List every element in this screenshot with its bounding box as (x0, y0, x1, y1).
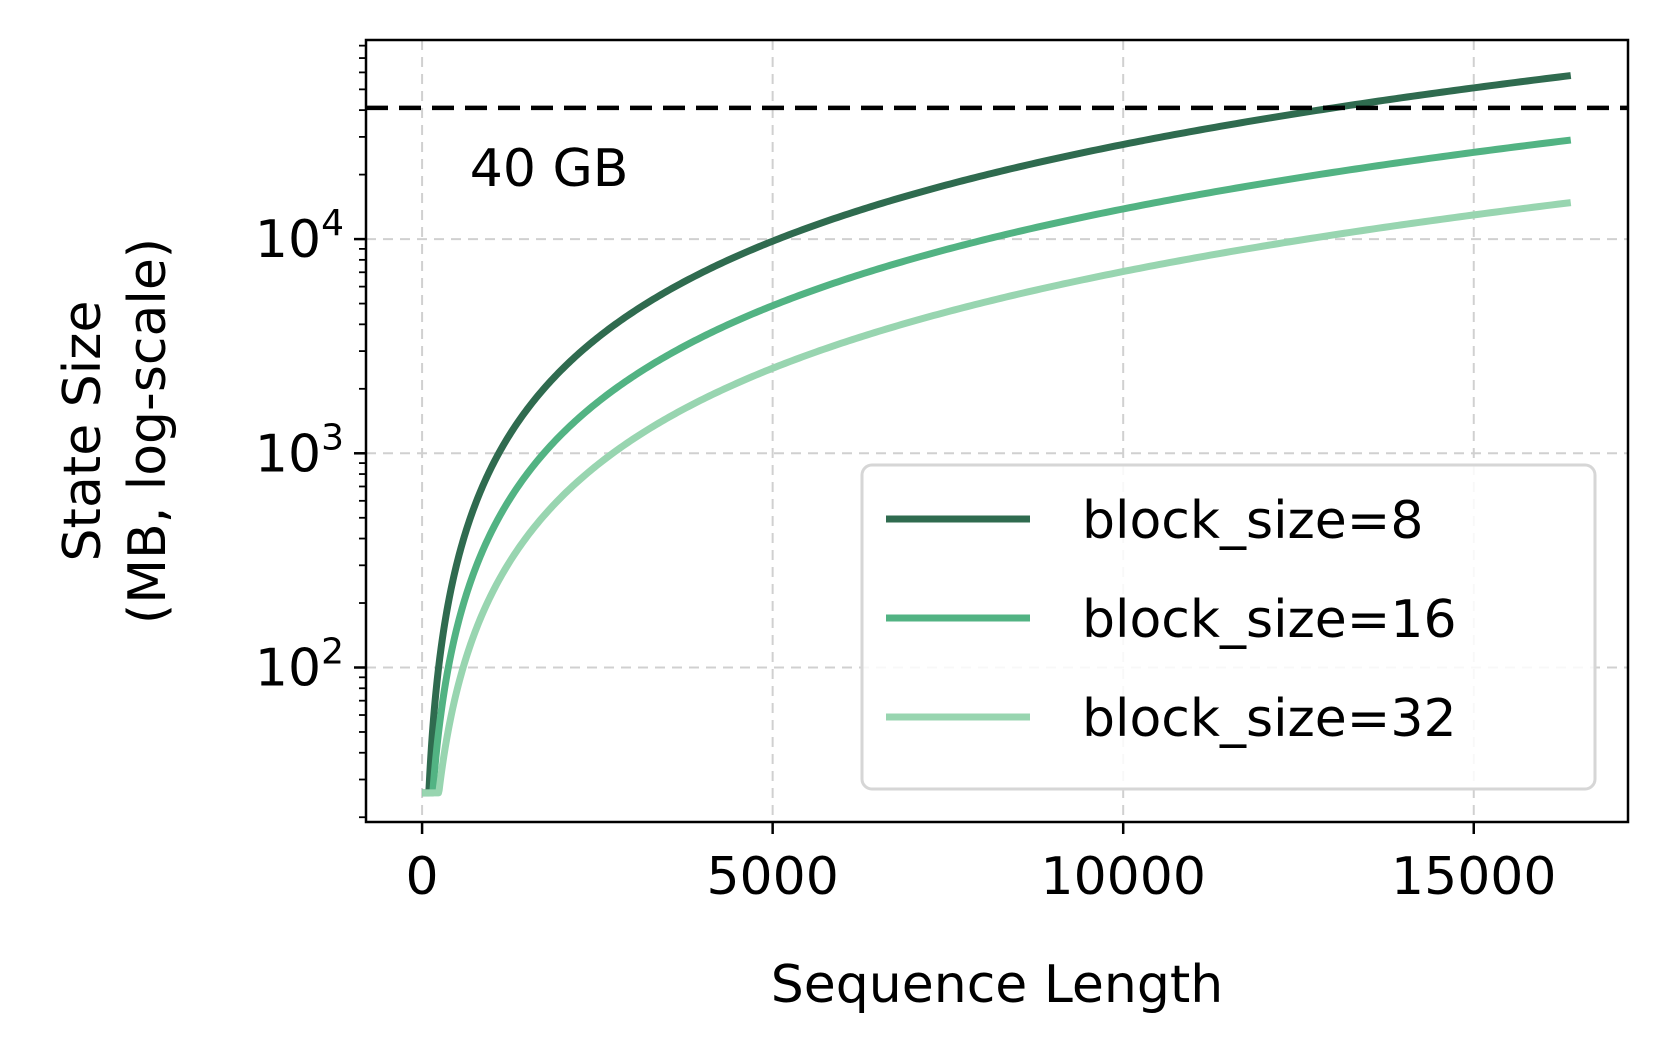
axis-ticks: 0 5000 10000 15000 102 103 104 (255, 44, 1556, 907)
legend: block_size=8 block_size=16 block_size=32 (860, 463, 1597, 791)
series-line (418, 199, 1572, 797)
series-line (418, 136, 1572, 797)
reference-line-label: 40 GB (470, 139, 629, 199)
plot-frame (364, 38, 1630, 824)
legend-box (860, 463, 1597, 791)
y-tick-label: 104 (255, 203, 344, 270)
series-line (418, 72, 1572, 797)
legend-label: block_size=16 (1082, 590, 1457, 650)
legend-label: block_size=32 (1082, 689, 1457, 749)
y-tick-label: 103 (255, 417, 344, 484)
legend-label: block_size=8 (1082, 491, 1423, 551)
y-tick-label: 102 (255, 632, 344, 699)
series-lines (418, 72, 1572, 797)
y-axis-label-line2: (MB, log-scale) (118, 238, 178, 624)
y-axis-label-line1: State Size (53, 301, 113, 562)
x-tick-label: 10000 (1040, 847, 1205, 907)
x-tick-label: 0 (406, 847, 439, 907)
x-tick-label: 5000 (706, 847, 838, 907)
x-tick-label: 15000 (1391, 847, 1556, 907)
x-axis-label: Sequence Length (771, 955, 1223, 1015)
